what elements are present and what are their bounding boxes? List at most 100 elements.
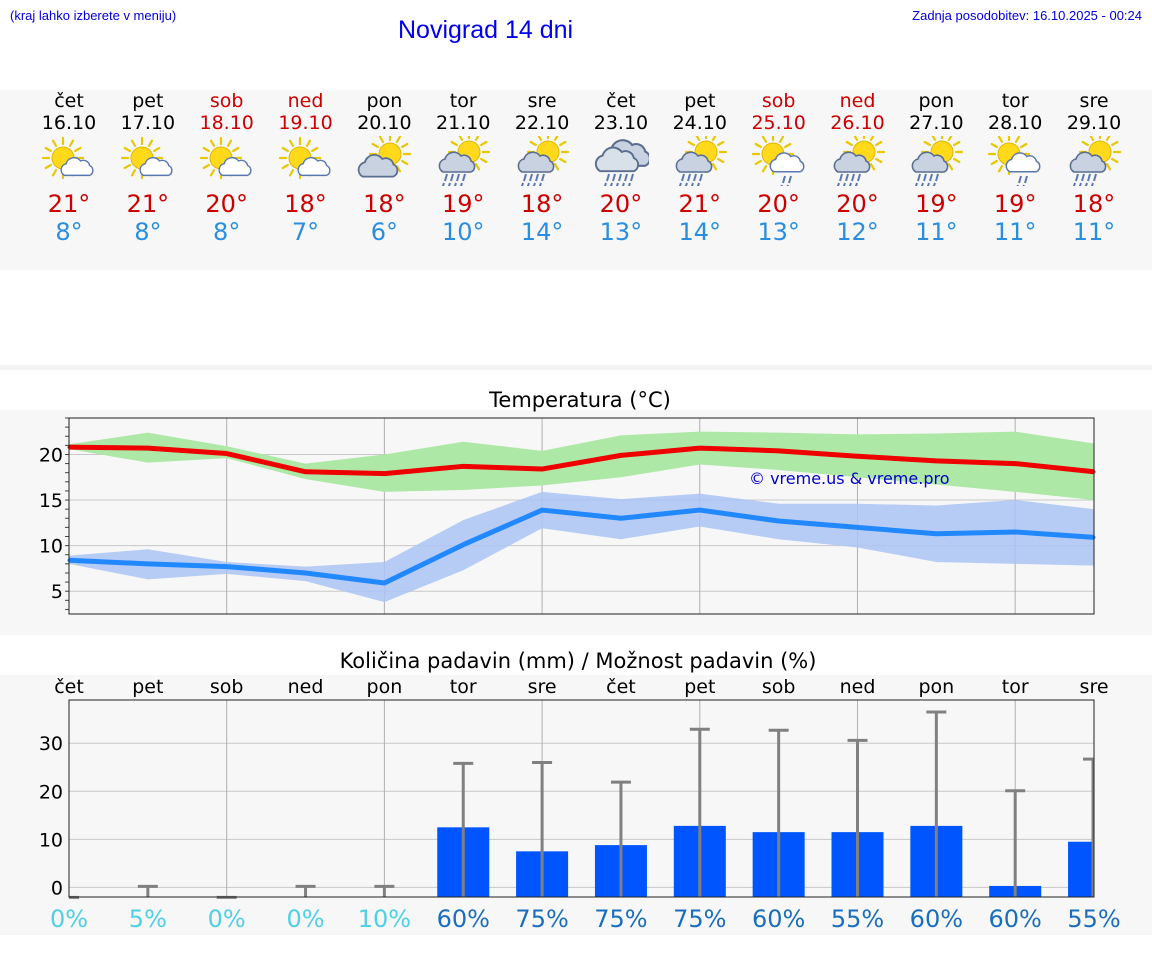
day-forecast: sre 22.10 18° 14°: [502, 90, 582, 246]
sun-cloud-icon: [278, 136, 331, 180]
max-temperature-point: [619, 453, 623, 457]
precipitation-chart: čet pet sob ned pon tor sre čet pet sob ned pon tor s…: [39, 676, 1121, 933]
max-temperature: 21°: [126, 190, 170, 218]
min-temperature-point: [146, 562, 150, 566]
precipitation-probability: 75%: [673, 905, 726, 933]
day-forecast: sob 25.10 20° 13°: [739, 90, 819, 246]
day-forecast: pon 20.10 18° 6°: [344, 90, 424, 246]
precipitation-chart-title: Količina padavin (mm) / Možnost padavin …: [339, 649, 817, 673]
day-label: čet: [54, 676, 84, 698]
day-label: čet: [606, 676, 636, 698]
sun-cloud-rain-icon: [833, 136, 885, 186]
sun-cloud-rain-icon: [438, 136, 491, 186]
max-temperature-point: [461, 464, 465, 468]
cloud-shape: [60, 156, 94, 177]
min-temperature: 8°: [55, 218, 83, 246]
day-label: ned: [840, 676, 876, 698]
min-temperature: 6°: [370, 218, 399, 246]
cloud-shape: [769, 152, 805, 173]
temperature-chart: 5 10 15 20 © vreme.us & vreme.pro: [39, 417, 1096, 615]
min-temperature: 14°: [520, 218, 564, 246]
precipitation-probability: 55%: [1067, 905, 1120, 933]
cloud-sun-icon: [358, 136, 412, 178]
day-name: tor: [449, 90, 477, 112]
min-temperature-point: [382, 581, 386, 585]
min-temperature-point: [1013, 530, 1017, 534]
day-date: 24.10: [672, 112, 727, 134]
last-update: Zadnja posodobitev: 16.10.2025 - 00:24: [912, 8, 1142, 23]
min-temperature-point: [540, 508, 544, 512]
day-date: 22.10: [514, 112, 570, 134]
day-label: pon: [918, 676, 954, 698]
sun-cloud-icon: [41, 136, 94, 180]
max-temperature: 20°: [836, 190, 879, 218]
plot-frame: [68, 699, 1095, 898]
day-date: 16.10: [41, 112, 97, 134]
min-temperature-point: [934, 532, 938, 536]
cloud-shape: [218, 156, 252, 177]
max-temperature-point: [382, 472, 386, 476]
day-label: pon: [367, 676, 403, 698]
max-temperature-point: [698, 446, 702, 450]
precipitation-probability: 0%: [50, 905, 88, 933]
day-name: tor: [1001, 90, 1029, 112]
day-label: sob: [210, 676, 244, 698]
day-date: 26.10: [830, 112, 885, 134]
max-temperature-point: [934, 459, 938, 463]
max-temperature-point: [225, 452, 229, 456]
min-temperature: 11°: [1072, 218, 1116, 246]
day-name: ned: [287, 90, 324, 112]
max-temperature: 21°: [47, 190, 91, 218]
rain-drops: [678, 173, 703, 186]
min-temperature-point: [619, 516, 623, 520]
precipitation-probability: 5%: [129, 905, 167, 933]
day-name: čet: [606, 90, 636, 112]
max-temperature-point: [1013, 462, 1017, 466]
y-tick-label: 0: [51, 877, 63, 899]
min-temperature-point: [777, 519, 781, 523]
day-date: 19.10: [278, 112, 333, 134]
min-temperature-point: [698, 508, 702, 512]
y-tick-label: 10: [39, 536, 63, 558]
day-name: sob: [761, 90, 796, 112]
watermark: © vreme.us & vreme.pro: [749, 469, 950, 488]
max-temperature-range-band: [69, 431, 1094, 501]
min-temperature: 11°: [993, 218, 1037, 246]
plot-frame: [68, 417, 1095, 615]
daily-forecast-strip: [0, 90, 1152, 270]
day-label: sre: [1080, 676, 1109, 698]
day-forecast: tor 21.10 19° 10°: [423, 90, 503, 246]
day-forecast: pet 24.10 21° 14°: [660, 90, 740, 246]
min-temperature: 8°: [213, 218, 241, 246]
day-forecast: čet 16.10 21° 8°: [29, 90, 109, 246]
day-forecast: ned 26.10 20° 12°: [818, 90, 898, 246]
day-name: čet: [54, 90, 84, 112]
page-title: Novigrad 14 dni: [398, 16, 574, 44]
precipitation-probability: 60%: [989, 905, 1042, 933]
precipitation-bar: [1068, 841, 1094, 898]
sun-cloud-rain-icon: [911, 136, 964, 186]
precipitation-probability: 60%: [752, 905, 805, 933]
min-temperature: 11°: [915, 218, 958, 246]
min-temperature: 14°: [678, 218, 722, 246]
precipitation-probability: 60%: [437, 905, 490, 933]
min-temperature-point: [461, 543, 465, 547]
min-temperature: 7°: [291, 218, 320, 246]
cloud-shape: [1005, 152, 1041, 173]
sun-cloud-icon: [199, 136, 252, 180]
max-temperature: 18°: [520, 190, 564, 218]
min-temperature: 8°: [134, 218, 162, 246]
cloud-shape: [1069, 151, 1107, 173]
day-date: 25.10: [751, 112, 806, 134]
max-temperature-point: [855, 454, 859, 458]
min-temperature: 13°: [757, 218, 800, 246]
day-forecast: čet 23.10 20° 13°: [581, 90, 661, 246]
cloud-shape: [438, 151, 476, 173]
y-tick-label: 15: [39, 490, 63, 512]
min-temperature-line: [68, 507, 1095, 586]
precipitation-probability: 0%: [287, 905, 325, 933]
min-temperature-point: [225, 565, 229, 569]
day-label: pet: [684, 676, 715, 698]
day-forecast: sob 18.10 20° 8°: [187, 90, 267, 246]
precipitation-probability: 75%: [594, 905, 647, 933]
